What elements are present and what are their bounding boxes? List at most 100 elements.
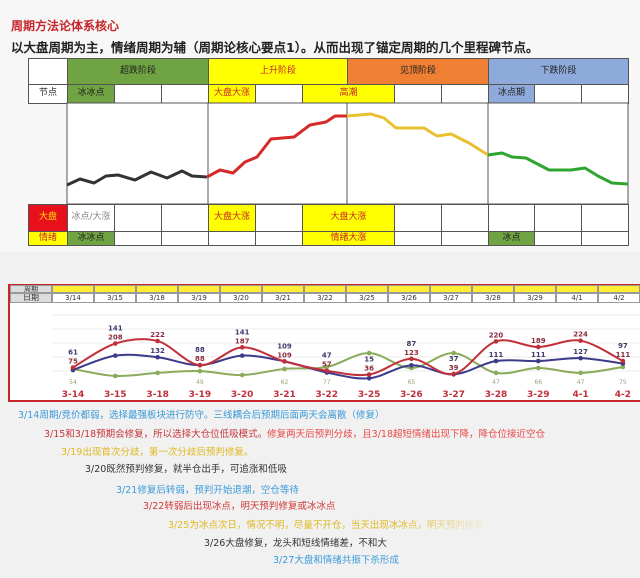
- cycle-header-cell: [514, 285, 556, 293]
- data-label: 88: [195, 355, 205, 363]
- data-point: [493, 339, 499, 344]
- data-label: 87: [407, 340, 417, 348]
- market-cell: [441, 204, 489, 232]
- note-line: 3/14周期/竞价都弱，选择最强板块进行防守。三线耦合后预期后面两天会离散（修复…: [18, 407, 385, 421]
- data-point: [536, 358, 541, 364]
- category-label: 3-14: [62, 390, 85, 400]
- data-label: 111: [531, 351, 546, 359]
- category-label: 4-1: [572, 390, 588, 400]
- data-label: 208: [108, 334, 123, 342]
- data-label: 47: [322, 352, 332, 360]
- category-label: 3-21: [273, 390, 296, 400]
- cycle-header-cell: [136, 285, 178, 293]
- cycle-header-cell: [430, 285, 472, 293]
- category-label: 3-22: [316, 390, 339, 400]
- data-point: [282, 366, 287, 372]
- category-label: 3-20: [231, 390, 254, 400]
- data-point: [113, 341, 118, 346]
- page-subtitle: 以大盘周期为主，情绪周期为辅（周期论核心要点1）。从而出现了锚定周期的几个里程碑…: [11, 40, 539, 55]
- data-label: 111: [616, 351, 631, 359]
- note-line: 3/19出现首次分歧，第一次分歧后预判修复。: [61, 444, 253, 458]
- date-header-cell: 3/29: [514, 293, 556, 303]
- series-line-2: [72, 352, 624, 378]
- data-point: [239, 372, 245, 378]
- data-point: [409, 363, 414, 368]
- data-point: [366, 372, 372, 377]
- data-label: 75: [68, 358, 78, 366]
- data-label: 111: [489, 351, 504, 359]
- cycle-header-cell: [346, 285, 388, 293]
- data-point: [451, 371, 457, 377]
- note-text: 3/19出现首次分歧，第一次分歧后预判修复。: [61, 447, 254, 458]
- market-cell: 大盘大涨: [302, 204, 395, 232]
- category-label: 4-2: [615, 390, 631, 400]
- cycle-header-cell: [178, 285, 220, 293]
- note-line: 3/21修复后转弱，预判开始退潮，空仓等待: [116, 482, 299, 496]
- data-point: [536, 365, 541, 371]
- data-label: 62: [281, 379, 289, 386]
- note-text: 3/25为冰点次日，情况不明，尽量不开仓，当天出现冰冰点，明天预判修复: [168, 520, 484, 531]
- data-label: 15: [364, 356, 374, 364]
- data-label: 88: [195, 346, 205, 354]
- data-label: 109: [277, 351, 292, 359]
- data-label: 127: [573, 348, 588, 356]
- sentiment-cell: [581, 231, 629, 246]
- fade-overlay: [400, 515, 640, 570]
- phase-header: 下跌阶段: [488, 58, 629, 85]
- data-point: [578, 355, 583, 361]
- data-label: 141: [108, 325, 123, 333]
- data-point: [282, 359, 287, 364]
- note-text: 3/15和3/18预期会修复，所以选择大仓位低吸模式。: [44, 429, 268, 440]
- data-point: [239, 353, 245, 358]
- note-text: 3/14周期/竞价都弱，选择最强板块进行防守。三线耦合后预期后面两天会离散（修复…: [18, 410, 385, 421]
- data-label: 39: [449, 364, 459, 372]
- date-header-cell: 3/27: [430, 293, 472, 303]
- data-point: [113, 353, 118, 358]
- category-label: 3-18: [146, 390, 169, 400]
- sentiment-cell: 冰冰点: [67, 231, 115, 246]
- data-label: 47: [577, 379, 585, 386]
- data-point: [493, 358, 499, 364]
- note-text: 3/21修复后转弱，预判开始退潮，空仓等待: [116, 485, 299, 496]
- data-point: [155, 354, 160, 360]
- data-label: 220: [489, 331, 504, 339]
- data-point: [578, 370, 583, 376]
- sentiment-cell: 冰点: [488, 231, 535, 246]
- data-point: [620, 358, 626, 364]
- data-label: 37: [449, 355, 459, 363]
- data-point: [70, 365, 76, 370]
- sentiment-cell: 情绪大涨: [302, 231, 395, 246]
- data-label: 54: [69, 379, 77, 386]
- date-header-cell: 3/14: [52, 293, 94, 303]
- cycle-header-label: 周期: [10, 285, 52, 293]
- data-point: [197, 362, 203, 368]
- data-point: [324, 368, 330, 374]
- data-point: [155, 338, 160, 344]
- cycle-header-cell: [52, 285, 94, 293]
- category-label: 3-26: [400, 390, 423, 400]
- data-label: 47: [492, 379, 500, 386]
- data-label: 141: [235, 328, 250, 336]
- data-label: 132: [150, 347, 165, 355]
- data-label: 65: [408, 379, 416, 386]
- data-point: [409, 356, 414, 362]
- date-header-cell: 3/25: [346, 293, 388, 303]
- data-point: [155, 370, 160, 376]
- cycle-header-cell: [388, 285, 430, 293]
- series-line-1: [72, 353, 624, 380]
- data-label: 36: [364, 365, 374, 373]
- note-line: 3/22转弱后出现冰点，明天预判修复或冰冰点: [143, 498, 335, 512]
- cycle-curve-segment: [487, 151, 629, 186]
- data-label: 57: [322, 361, 332, 369]
- data-label: 49: [196, 379, 204, 386]
- note-text: 3/20既然预判修复，就半仓出手，可追涨和低吸: [85, 464, 287, 475]
- market-row-label: 大盘: [28, 204, 68, 232]
- data-label: 189: [531, 337, 546, 345]
- note-line: 3/15和3/18预期会修复，所以选择大仓位低吸模式。修复两天后预判分歧，且3/…: [44, 426, 545, 440]
- phase-header: 超跌阶段: [67, 58, 209, 85]
- data-label: 222: [150, 331, 165, 339]
- category-label: 3-25: [358, 390, 381, 400]
- data-point: [536, 344, 541, 350]
- note-line: 3/20既然预判修复，就半仓出手，可追涨和低吸: [85, 461, 287, 475]
- cycle-header-cell: [94, 285, 136, 293]
